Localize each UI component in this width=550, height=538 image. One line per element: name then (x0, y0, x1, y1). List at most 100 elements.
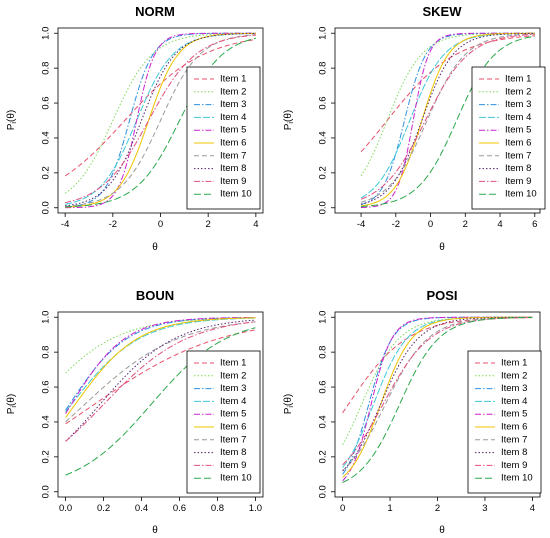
legend-entry: Item 3 (220, 99, 246, 110)
panel-title: BOUN (136, 288, 174, 303)
panel-boun: BOUN 0.0 0.2 0.4 0.6 0.8 1.0 0.0 0.2 0.4 0.6 0.8 1.0… (6, 288, 264, 536)
x-tick-label: 3 (482, 503, 487, 514)
legend-entry: Item 10 (501, 473, 533, 484)
y-tick-label: 0.2 (41, 166, 52, 179)
y-tick-label: 0.4 (41, 415, 52, 428)
y-tick-label: 0.4 (318, 131, 329, 144)
series-line-item-6 (342, 316, 533, 478)
x-tick-label: 0 (158, 219, 163, 230)
x-tick-label: 1 (387, 503, 392, 514)
x-tick-label: 0.8 (211, 503, 224, 514)
legend-entry: Item 8 (220, 163, 246, 174)
series-line-item-9 (65, 34, 256, 204)
series-group (342, 316, 533, 483)
y-tick-label: 0.8 (318, 62, 329, 75)
legend-entry: Item 9 (505, 176, 531, 187)
series-line-item-8 (65, 319, 256, 442)
y-tick-label: 0.6 (41, 96, 52, 109)
y-tick-label: 0.8 (318, 346, 329, 359)
legend-entry: Item 6 (501, 422, 527, 433)
y-axis-label: Pi(θ) (283, 394, 295, 414)
panel-title: SKEW (423, 4, 463, 19)
y-tick-label: 0.0 (318, 201, 329, 214)
legend-entry: Item 5 (505, 125, 531, 136)
legend-entry: Item 9 (220, 460, 246, 471)
y-tick-label: 0.4 (41, 131, 52, 144)
legend-entry: Item 10 (220, 189, 252, 200)
legend-entry: Item 8 (220, 447, 246, 458)
legend-entry: Item 9 (501, 460, 527, 471)
x-tick-label: 6 (532, 219, 537, 230)
legend-entry: Item 5 (220, 409, 246, 420)
series-group (64, 32, 256, 209)
legend-entry: Item 8 (505, 163, 531, 174)
y-tick-label: 1.0 (318, 27, 329, 40)
x-axis-label: θ (439, 525, 445, 536)
x-tick-label: 4 (497, 219, 502, 230)
x-tick-label: 2 (463, 219, 468, 230)
y-tick-label: 0.2 (318, 166, 329, 179)
series-line-item-1 (65, 329, 256, 425)
legend-box (467, 350, 542, 494)
y-tick-label: 0.0 (41, 485, 52, 498)
legend-entry: Item 4 (505, 112, 531, 123)
x-tick-label: -2 (109, 219, 117, 230)
series-line-item-6 (65, 32, 256, 208)
legend-entry: Item 7 (505, 150, 531, 161)
x-tick-label: 0 (340, 503, 345, 514)
legend-entry: Item 2 (501, 370, 527, 381)
x-tick-label: 4 (253, 219, 258, 230)
x-tick-label: 0 (428, 219, 433, 230)
series-line-item-9 (65, 321, 256, 442)
series-line-item-1 (64, 38, 256, 177)
y-tick-label: 0.2 (41, 450, 52, 463)
legend-entry: Item 9 (220, 176, 246, 187)
y-tick-label: 0.8 (41, 62, 52, 75)
legend-entry: Item 5 (501, 409, 527, 420)
series-line-item-3 (65, 317, 256, 411)
legend-entry: Item 6 (220, 138, 246, 149)
legend-entry: Item 1 (505, 74, 531, 85)
y-tick-label: 1.0 (41, 311, 52, 324)
x-tick-label: -4 (61, 219, 69, 230)
legend-box (186, 350, 261, 494)
legend-box (186, 66, 261, 210)
y-tick-label: 0.2 (318, 450, 329, 463)
x-tick-label: 4 (530, 503, 535, 514)
x-tick-label: -4 (357, 219, 365, 230)
x-tick-label: 1.0 (249, 503, 262, 514)
y-tick-label: 0.4 (318, 415, 329, 428)
series-line-item-6 (65, 317, 256, 418)
y-tick-label: 1.0 (41, 27, 52, 40)
series-line-item-10 (65, 37, 256, 208)
legend-box (471, 66, 546, 210)
y-tick-label: 1.0 (318, 311, 329, 324)
x-tick-label: -2 (392, 219, 400, 230)
series-group (65, 316, 256, 476)
legend-entry: Item 10 (505, 189, 537, 200)
legend-entry: Item 2 (505, 86, 531, 97)
series-line-item-10 (65, 327, 256, 476)
series-line-item-5 (65, 316, 256, 414)
x-axis-label: θ (152, 242, 158, 253)
x-tick-label: 0.4 (135, 503, 148, 514)
series-line-item-9 (360, 33, 535, 200)
legend-entry: Item 4 (220, 396, 246, 407)
series-line-item-7 (65, 321, 256, 423)
legend-entry: Item 7 (220, 434, 246, 445)
legend-entry: Item 3 (501, 383, 527, 394)
legend-entry: Item 2 (220, 86, 246, 97)
series-group (360, 32, 535, 209)
series-line-item-9 (342, 317, 533, 466)
panel-norm: NORM -4 -2 0 2 4 0.0 0.2 0.4 0.6 0.8 1.0 θ Pi(θ) Item … (6, 4, 264, 253)
y-axis-label: Pi(θ) (6, 110, 18, 130)
legend-entry: Item 2 (220, 370, 246, 381)
y-axis-label: Pi(θ) (6, 394, 18, 414)
x-tick-label: 2 (206, 219, 211, 230)
x-tick-label: 0.0 (59, 503, 72, 514)
